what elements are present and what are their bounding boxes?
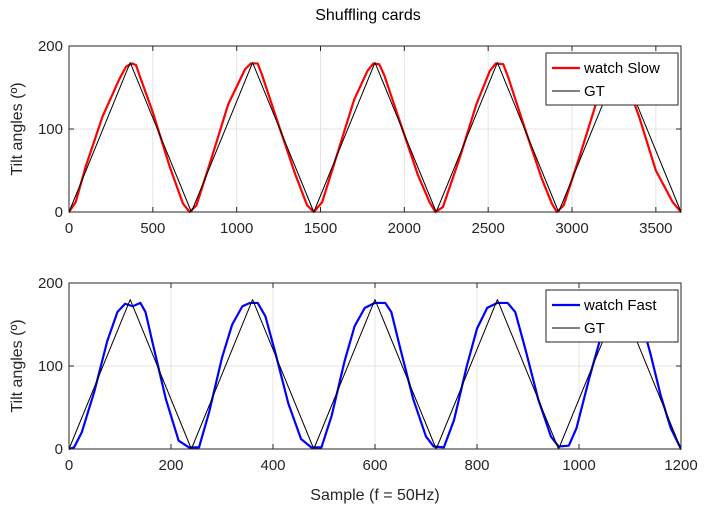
x-tick-label: 0 (65, 457, 73, 474)
x-tick-label: 800 (464, 457, 489, 474)
y-tick-label: 100 (38, 121, 63, 138)
x-tick-label: 3500 (639, 220, 672, 237)
y-tick-label: 200 (38, 275, 63, 292)
x-axis-label: Sample (f = 50Hz) (310, 487, 439, 504)
x-tick-label: 1500 (304, 220, 337, 237)
legend: watch Fast GT (545, 289, 679, 343)
x-tick-label: 200 (158, 457, 183, 474)
y-axis-label: Tilt angles (º) (9, 319, 26, 412)
x-tick-label: 500 (140, 220, 165, 237)
chart-panel-2: 0 200 400 600 800 1000 1200 0 100 200 Tilt angles … (9, 275, 698, 504)
y-tick-label: 0 (55, 204, 63, 221)
y-axis-label: Tilt angles (º) (9, 82, 26, 175)
legend-label-gt: GT (584, 83, 605, 100)
y-tick-label: 0 (55, 441, 63, 458)
x-tick-label: 1000 (562, 457, 595, 474)
chart-panel-1: 0 500 1000 1500 2000 2500 3000 3500 0 100 200 Tilt … (9, 38, 682, 237)
legend-label-gt: GT (584, 320, 605, 337)
legend-label-watch-fast: watch Fast (583, 297, 657, 314)
x-tick-label: 2000 (388, 220, 421, 237)
x-tick-label: 400 (260, 457, 285, 474)
x-tick-label: 1200 (664, 457, 697, 474)
legend-box (545, 52, 679, 106)
series-line-gt (69, 299, 681, 450)
figure-title: Shuffling cards (315, 7, 421, 24)
x-tick-label: 2500 (471, 220, 504, 237)
legend-box (545, 289, 679, 343)
legend-label-watch-slow: watch Slow (583, 60, 660, 77)
x-tick-label: 1000 (220, 220, 253, 237)
series-line-watch-slow (69, 62, 681, 214)
x-tick-label: 3000 (555, 220, 588, 237)
y-tick-label: 100 (38, 358, 63, 375)
series-line-gt (69, 62, 681, 213)
legend: watch Slow GT (545, 52, 679, 106)
x-tick-label: 0 (65, 220, 73, 237)
series-line-watch-fast (69, 301, 681, 451)
x-tick-label: 600 (362, 457, 387, 474)
y-tick-label: 200 (38, 38, 63, 55)
